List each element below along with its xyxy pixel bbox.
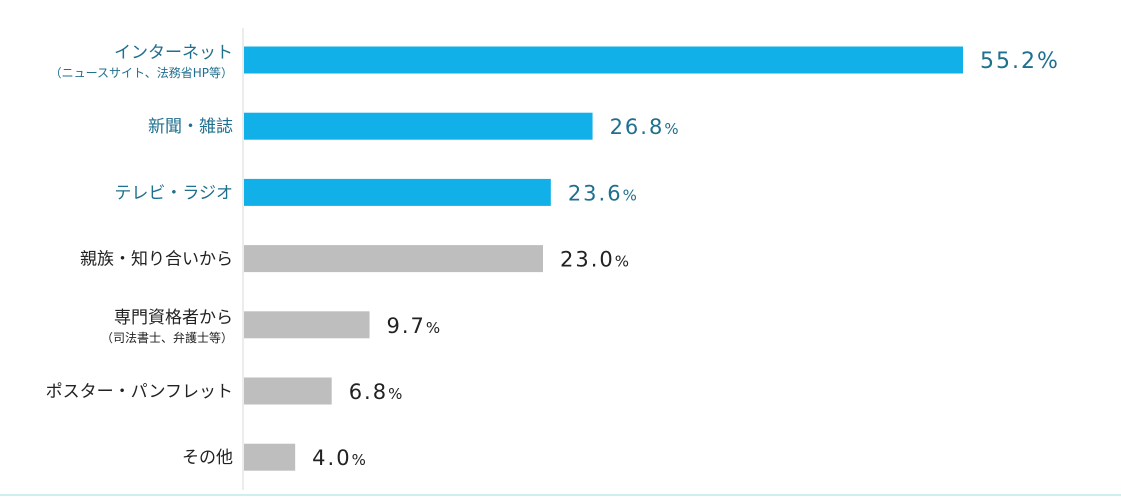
bar: [244, 178, 551, 206]
bar: [244, 311, 370, 339]
bar: [244, 46, 963, 74]
data-label: 55.2%: [980, 49, 1060, 74]
category-label: 新聞・雑誌: [148, 117, 233, 137]
category-label: 専門資格者から: [114, 308, 233, 328]
category-label: その他: [182, 448, 233, 468]
bar: [244, 443, 296, 471]
category-sublabel: （司法書士、弁護士等）: [101, 330, 233, 345]
category-sublabel: （ニュースサイト、法務省HP等）: [50, 66, 233, 80]
bottom-rule: [0, 494, 1121, 496]
value-labels: 55.2% 26.8% 23.6% 23.0% 9.7% 6.8% 4.0%: [312, 49, 1060, 470]
data-label: 26.8%: [610, 115, 681, 139]
category-label: 親族・知り合いから: [80, 250, 233, 270]
data-label: 23.6%: [568, 181, 639, 205]
data-label: 6.8%: [349, 380, 405, 404]
data-label: 9.7%: [387, 314, 443, 338]
bars: [244, 46, 963, 471]
data-label: 4.0%: [312, 446, 368, 470]
bar: [244, 112, 593, 140]
category-label: ポスター・パンフレット: [46, 382, 233, 402]
category-label: テレビ・ラジオ: [114, 183, 233, 203]
category-label: インターネット: [114, 43, 233, 63]
bar: [244, 377, 332, 405]
bar: [244, 245, 543, 273]
category-labels: インターネット （ニュースサイト、法務省HP等） 新聞・雑誌テレビ・ラジオ親族・知り…: [46, 43, 233, 468]
data-label: 23.0%: [560, 248, 631, 272]
